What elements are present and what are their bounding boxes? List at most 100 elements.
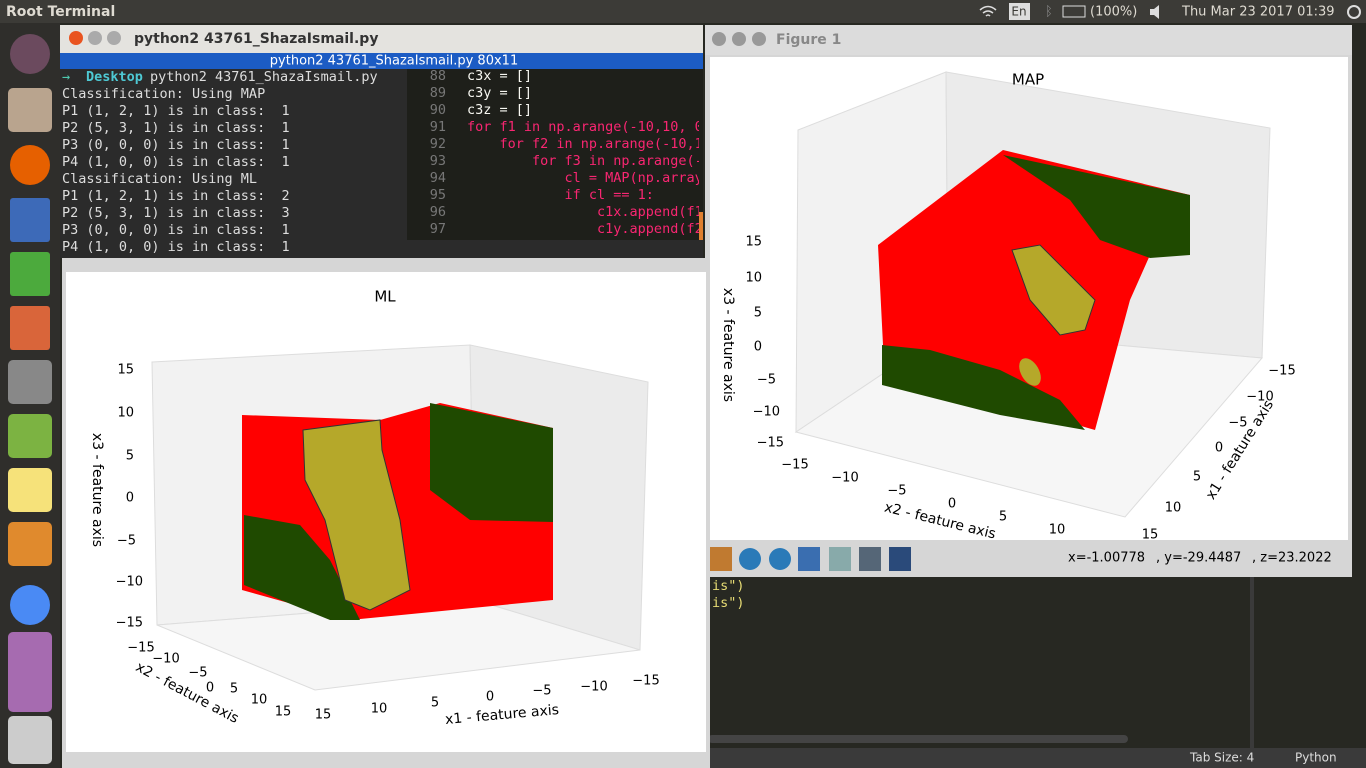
tab-title: python2 43761_ShazaIsmail.py 80x11 bbox=[270, 54, 518, 69]
launcher-icon[interactable] bbox=[8, 360, 52, 404]
line-number: 93 bbox=[430, 153, 446, 169]
command: python2 43761_ShazaIsmail.py bbox=[150, 69, 378, 85]
coordinates: , z=23.2022 bbox=[1252, 551, 1332, 566]
maximize-button[interactable] bbox=[107, 31, 121, 45]
coordinates: x=-1.00778 bbox=[1068, 551, 1145, 566]
code-line: c1x.append(f1 bbox=[467, 204, 703, 220]
tick-label: −10 bbox=[831, 471, 858, 486]
output-line: P1 (1, 2, 1) is in class: 2 bbox=[62, 188, 290, 204]
pan-button[interactable] bbox=[798, 547, 820, 571]
terminal-tab[interactable] bbox=[60, 53, 703, 69]
keyboard-box[interactable] bbox=[1009, 3, 1030, 20]
tick-label: −10 bbox=[152, 652, 179, 667]
tick-label: 0 bbox=[1215, 441, 1223, 456]
battery: (100%) bbox=[1090, 5, 1137, 20]
minimize-button[interactable] bbox=[732, 32, 746, 46]
tick-label: 15 bbox=[1142, 528, 1159, 543]
settings-icon[interactable] bbox=[1347, 5, 1361, 19]
scrollbar[interactable] bbox=[708, 735, 1128, 743]
clock[interactable]: Thu Mar 23 2017 01:39 bbox=[1181, 5, 1335, 20]
language[interactable]: Python bbox=[1295, 751, 1337, 765]
class-3-region bbox=[1019, 358, 1041, 386]
plot-title: ML bbox=[374, 288, 396, 306]
tick-label: −15 bbox=[1268, 364, 1295, 379]
app-title: Root Terminal bbox=[6, 4, 115, 20]
code-line: c3x = [] bbox=[467, 68, 532, 84]
save-button[interactable] bbox=[889, 547, 911, 571]
maximize-button[interactable] bbox=[752, 32, 766, 46]
output-line: P2 (5, 3, 1) is in class: 3 bbox=[62, 205, 290, 221]
top-bar bbox=[0, 0, 1366, 23]
output-line: P3 (0, 0, 0) is in class: 1 bbox=[62, 222, 290, 238]
tick-label: −5 bbox=[188, 666, 207, 681]
subplots-button[interactable] bbox=[859, 547, 881, 571]
tick-label: 10 bbox=[371, 702, 388, 717]
prompt-dir: Desktop bbox=[86, 69, 143, 85]
home-button[interactable] bbox=[710, 547, 732, 571]
launcher-icon[interactable] bbox=[8, 88, 52, 132]
volume-icon[interactable] bbox=[1150, 5, 1159, 19]
zoom-button[interactable] bbox=[829, 547, 851, 571]
tick-label: −15 bbox=[116, 616, 143, 631]
toolbar-buttons bbox=[710, 547, 911, 571]
tick-label: 10 bbox=[745, 271, 762, 286]
tick-label: 15 bbox=[745, 235, 762, 250]
launcher-icons bbox=[8, 34, 52, 764]
launcher-icon[interactable] bbox=[10, 306, 50, 350]
launcher-icon[interactable] bbox=[10, 198, 50, 242]
line-number: 95 bbox=[430, 187, 446, 203]
output-line: P2 (5, 3, 1) is in class: 1 bbox=[62, 120, 290, 136]
code-line: for f1 in np.arange(-10,10, 0. bbox=[467, 119, 711, 135]
output-line: Classification: Using ML bbox=[62, 171, 257, 187]
tick-label: −5 bbox=[1228, 416, 1247, 431]
launcher-icon[interactable] bbox=[10, 145, 50, 185]
launcher-icon[interactable] bbox=[8, 632, 52, 712]
output-line: P1 (1, 2, 1) is in class: 1 bbox=[62, 103, 290, 119]
close-button[interactable] bbox=[712, 32, 726, 46]
code-line: for f2 in np.arange(-10,1 bbox=[467, 136, 703, 152]
launcher-icon[interactable] bbox=[10, 34, 50, 74]
tick-label: 5 bbox=[754, 306, 762, 321]
class-regions bbox=[242, 403, 553, 620]
close-button[interactable] bbox=[69, 31, 83, 45]
forward-button[interactable] bbox=[769, 548, 791, 570]
tick-label: 5 bbox=[999, 510, 1007, 525]
output-line: Classification: Using MAP bbox=[62, 86, 265, 102]
code-line: is") bbox=[712, 595, 745, 611]
line-number: 89 bbox=[430, 85, 446, 101]
back-button[interactable] bbox=[739, 548, 761, 570]
line-number: 88 bbox=[430, 68, 446, 84]
tick-label: −15 bbox=[632, 674, 659, 689]
class-2-region bbox=[430, 403, 553, 522]
tick-label: 5 bbox=[230, 682, 238, 697]
class-3-region bbox=[302, 419, 411, 611]
z-axis-label: x3 - feature axis bbox=[89, 433, 105, 547]
tick-label: −5 bbox=[887, 484, 906, 499]
tick-label: 15 bbox=[117, 363, 134, 378]
tab-size[interactable]: Tab Size: 4 bbox=[1189, 751, 1254, 765]
launcher-icon[interactable] bbox=[8, 414, 52, 458]
launcher-icon[interactable] bbox=[10, 252, 50, 296]
tick-label: 0 bbox=[486, 690, 494, 705]
tick-label: 0 bbox=[206, 681, 214, 696]
class-3-region bbox=[1011, 244, 1096, 336]
tick-label: −15 bbox=[757, 436, 784, 451]
tick-label: −5 bbox=[757, 373, 776, 388]
launcher-icon[interactable] bbox=[10, 585, 50, 625]
tick-label: 10 bbox=[1165, 501, 1182, 516]
output-line: P4 (1, 0, 0) is in class: 1 bbox=[62, 239, 290, 255]
bluetooth-icon[interactable]: ᛒ bbox=[1045, 5, 1053, 20]
minimize-button[interactable] bbox=[88, 31, 102, 45]
tick-label: −5 bbox=[117, 534, 136, 549]
figure-1-titlebar bbox=[705, 25, 1352, 55]
class-2-region bbox=[1003, 155, 1190, 258]
launcher-icon[interactable] bbox=[8, 468, 52, 512]
code-line: is") bbox=[712, 578, 745, 594]
launcher-icon[interactable] bbox=[8, 522, 52, 566]
keyboard: En bbox=[1011, 5, 1026, 19]
launcher-icon[interactable] bbox=[8, 716, 52, 764]
wifi-icon[interactable] bbox=[979, 5, 997, 17]
battery-icon[interactable] bbox=[1062, 5, 1086, 18]
line-number: 94 bbox=[430, 170, 446, 186]
